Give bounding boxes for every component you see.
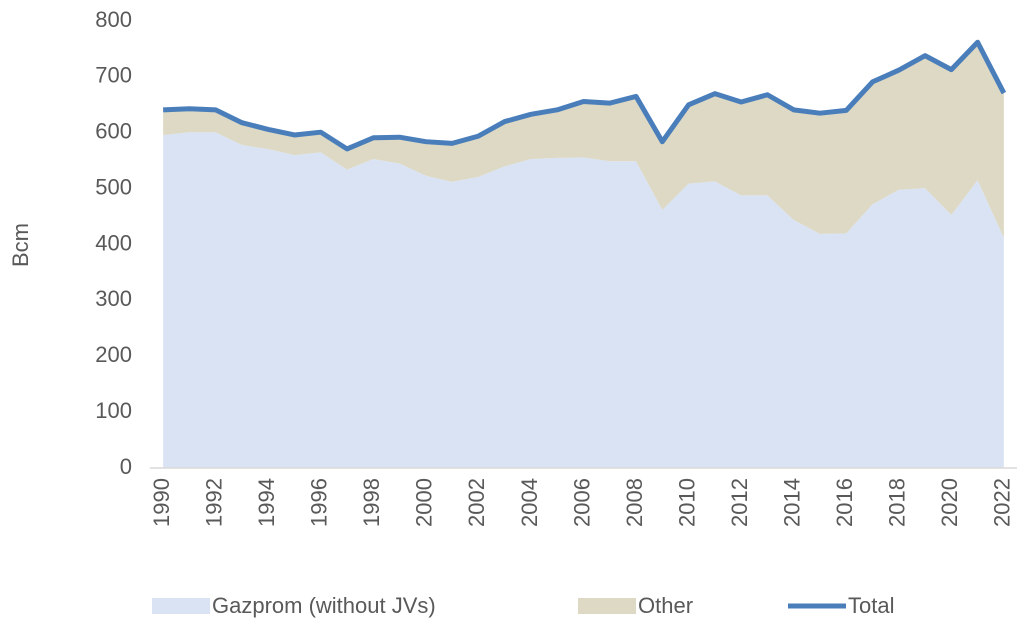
x-tick-label: 2020 [937,478,962,527]
legend-swatch [578,598,636,614]
y-tick-label: 0 [120,454,132,479]
x-tick-label: 1992 [201,478,226,527]
x-tick-label: 2004 [517,478,542,527]
legend-label: Total [848,593,894,618]
area [163,42,1004,238]
legend-label: Gazprom (without JVs) [212,593,436,618]
x-tick-label: 2002 [464,478,489,527]
legend-swatch [152,598,210,614]
y-tick-label: 700 [95,63,132,88]
x-tick-label: 2014 [779,478,804,527]
x-tick-label: 2016 [832,478,857,527]
y-tick-label: 500 [95,174,132,199]
x-tick-label: 2000 [412,478,437,527]
y-tick-label: 600 [95,119,132,144]
legend-label: Other [638,593,693,618]
x-tick-label: 2012 [727,478,752,527]
y-tick-label: 100 [95,398,132,423]
x-tick-label: 2008 [622,478,647,527]
y-tick-label: 800 [95,7,132,32]
x-tick-label: 2018 [885,478,910,527]
x-tick-label: 2006 [569,478,594,527]
x-tick-label: 1998 [359,478,384,527]
y-axis-label: Bcm [8,223,33,267]
area [163,132,1004,468]
x-tick-label: 2010 [674,478,699,527]
y-tick-label: 200 [95,342,132,367]
x-tick-label: 2022 [990,478,1015,527]
x-tick-label: 1994 [254,478,279,527]
y-tick-label: 300 [95,286,132,311]
line [163,39,1007,152]
x-tick-label: 1996 [307,478,332,527]
y-tick-label: 400 [95,230,132,255]
x-tick-label: 1990 [149,478,174,527]
